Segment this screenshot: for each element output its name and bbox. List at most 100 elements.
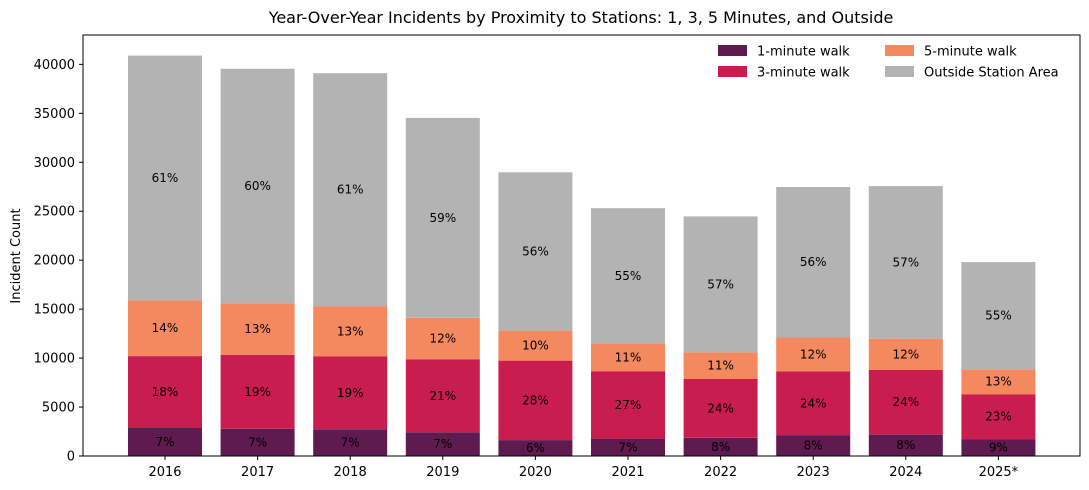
bar-segment-5-minute-walk-2024 — [868, 338, 943, 370]
bar-segment-3-minute-walk-2024 — [868, 370, 943, 435]
bar-data-label: 8% — [711, 440, 730, 454]
bar-segment-1-minute-walk-2016 — [128, 428, 202, 456]
bar-data-label: 27% — [615, 398, 642, 412]
bar-segment-5-minute-walk-2020 — [498, 330, 573, 361]
bar-data-label: 59% — [429, 211, 456, 225]
bar-data-label: 55% — [615, 269, 642, 283]
bar-segment-5-minute-walk-2023 — [776, 337, 851, 372]
bar-segment-1-minute-walk-2020 — [498, 440, 573, 456]
bar-segment-outside-station-area-2016 — [128, 55, 202, 301]
x-tick-label: 2020 — [519, 465, 552, 480]
bar-data-label: 23% — [985, 410, 1012, 424]
bar-segment-1-minute-walk-2023 — [776, 435, 851, 456]
bar-segment-5-minute-walk-2016 — [128, 300, 202, 357]
bar-data-label: 56% — [522, 244, 549, 258]
bar-segment-3-minute-walk-2017 — [220, 354, 295, 429]
bar-data-label: 13% — [244, 322, 271, 336]
y-tick-label: 35000 — [34, 107, 75, 122]
bar-data-label: 11% — [615, 350, 642, 364]
bar-data-label: 57% — [892, 255, 919, 269]
bar-segment-3-minute-walk-2016 — [128, 356, 202, 428]
bar-data-label: 28% — [522, 393, 549, 407]
bar-data-label: 14% — [152, 321, 179, 335]
y-tick-label: 10000 — [34, 352, 75, 367]
bar-segment-5-minute-walk-2021 — [591, 343, 665, 372]
bar-segment-5-minute-walk-2022 — [683, 352, 758, 379]
x-tick-label: 2024 — [889, 465, 922, 480]
bar-data-label: 13% — [337, 324, 364, 338]
bar-data-label: 24% — [800, 396, 827, 410]
y-tick-label: 5000 — [42, 401, 75, 416]
bar-data-label: 24% — [707, 402, 734, 416]
x-tick-label: 2025* — [979, 465, 1019, 480]
bar-segment-5-minute-walk-2018 — [313, 306, 388, 357]
y-tick-label: 30000 — [34, 156, 75, 171]
bar-segment-outside-station-area-2023 — [776, 187, 851, 338]
y-tick-label: 20000 — [34, 254, 75, 269]
bar-data-label: 12% — [800, 348, 827, 362]
bar-segment-1-minute-walk-2019 — [405, 432, 480, 456]
axes-frame — [82, 34, 1081, 457]
bar-segment-3-minute-walk-2019 — [405, 359, 480, 433]
bar-data-label: 7% — [341, 436, 360, 450]
bar-segment-outside-station-area-2025 — [961, 262, 1036, 370]
bar-segment-outside-station-area-2024 — [868, 186, 943, 339]
bar-segment-5-minute-walk-2025 — [961, 369, 1036, 395]
y-tick-label: 25000 — [34, 205, 75, 220]
bar-segment-3-minute-walk-2018 — [313, 356, 388, 430]
bar-segment-3-minute-walk-2023 — [776, 371, 851, 436]
bar-data-label: 19% — [244, 385, 271, 399]
bar-data-label: 55% — [985, 309, 1012, 323]
plot-area: 7% 18% 14% 61% 2016 7% 19% 13% 60% 2017 7% 19% 13% 61… — [34, 34, 1081, 480]
bar-data-label: 61% — [337, 183, 364, 197]
bar-segment-3-minute-walk-2022 — [683, 379, 758, 438]
bar-segment-5-minute-walk-2019 — [405, 317, 480, 360]
bar-segment-outside-station-area-2020 — [498, 172, 573, 331]
bar-data-label: 7% — [248, 435, 267, 449]
bar-segment-5-minute-walk-2017 — [220, 303, 295, 355]
bar-data-label: 7% — [433, 437, 452, 451]
bar-data-label: 8% — [896, 438, 915, 452]
legend: 1-minute walk 3-minute walk 5-minute walk O… — [718, 45, 1059, 81]
legend-swatch — [885, 45, 914, 56]
bar-segment-1-minute-walk-2022 — [683, 437, 758, 456]
bar-segment-1-minute-walk-2024 — [868, 434, 943, 456]
bar-segment-outside-station-area-2018 — [313, 73, 388, 307]
bar-segment-outside-station-area-2022 — [683, 216, 758, 353]
bar-data-label: 24% — [892, 395, 919, 409]
legend-swatch — [718, 45, 747, 56]
bar-data-label: 61% — [152, 171, 179, 185]
y-tick-label: 15000 — [34, 303, 75, 318]
bar-data-label: 13% — [985, 375, 1012, 389]
y-tick-label: 40000 — [34, 58, 75, 73]
bar-data-label: 12% — [892, 347, 919, 361]
x-tick-label: 2021 — [611, 465, 644, 480]
bar-segment-outside-station-area-2019 — [405, 117, 480, 318]
x-tick-label: 2022 — [704, 465, 737, 480]
y-tick-label: 0 — [67, 450, 75, 465]
bar-segment-1-minute-walk-2021 — [591, 438, 665, 456]
bar-data-label: 8% — [804, 439, 823, 453]
bar-data-label: 6% — [526, 441, 545, 455]
bar-segment-1-minute-walk-2017 — [220, 428, 295, 456]
bar-data-label: 18% — [152, 385, 179, 399]
bar-data-label: 56% — [800, 255, 827, 269]
bar-data-label: 7% — [155, 435, 174, 449]
bar-segment-1-minute-walk-2018 — [313, 429, 388, 456]
x-tick-label: 2023 — [797, 465, 830, 480]
legend-label: 3-minute walk — [757, 66, 850, 81]
bar-data-label: 57% — [707, 277, 734, 291]
x-tick-label: 2018 — [334, 465, 367, 480]
chart-title: Year-Over-Year Incidents by Proximity to… — [268, 8, 894, 27]
legend-label: 5-minute walk — [924, 45, 1017, 60]
bar-data-label: 12% — [429, 332, 456, 346]
legend-swatch — [885, 66, 914, 77]
legend-label: Outside Station Area — [924, 66, 1059, 81]
bar-data-label: 7% — [618, 440, 637, 454]
bar-data-label: 19% — [337, 386, 364, 400]
x-tick-label: 2019 — [426, 465, 459, 480]
bar-segment-3-minute-walk-2021 — [591, 371, 665, 439]
bar-segment-1-minute-walk-2025 — [961, 439, 1036, 456]
